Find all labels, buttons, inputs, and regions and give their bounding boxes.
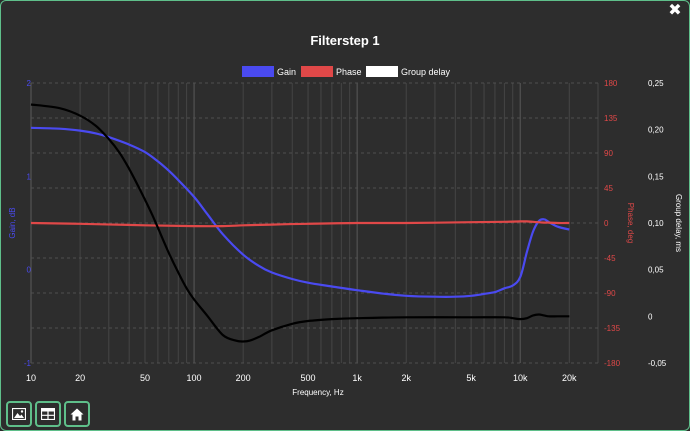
legend-label-phase: Phase (336, 67, 362, 77)
home-icon (70, 408, 84, 420)
phase-tick-label: -90 (604, 289, 616, 298)
delay-tick-label: 0 (648, 312, 653, 321)
delay-tick-label: 0,25 (648, 79, 664, 88)
gain-axis-label: Gain, dB (8, 207, 17, 238)
phase-axis-label: Phase, deg (626, 203, 635, 243)
series-line-gain (30, 126, 570, 298)
home-button[interactable] (64, 401, 90, 427)
image-button[interactable] (6, 401, 32, 427)
toolbar (6, 401, 90, 427)
image-icon (12, 408, 26, 420)
legend-swatch-phase (301, 66, 333, 77)
phase-tick-label: 45 (604, 184, 613, 193)
legend-label-gain: Gain (277, 67, 296, 77)
x-axis-label: Frequency, Hz (292, 388, 343, 397)
table-icon (41, 408, 55, 420)
legend-swatch-group-delay (366, 66, 398, 77)
tick-labels: 10 20 50 100 200 500 1k 2k 5k 10k 20k -1 0 1 2 -180 -135… (24, 79, 667, 383)
x-tick-label: 5k (466, 373, 476, 383)
gain-tick-label: 0 (27, 266, 32, 275)
close-button[interactable]: ✖ (667, 3, 683, 19)
phase-tick-label: 135 (604, 114, 618, 123)
x-tick-label: 100 (187, 373, 202, 383)
delay-axis-label: Group delay, ms (674, 194, 683, 252)
x-tick-label: 20 (75, 373, 85, 383)
phase-tick-label: -180 (604, 359, 621, 368)
table-button[interactable] (35, 401, 61, 427)
legend-item-group-delay[interactable]: Group delay (366, 66, 451, 77)
gain-tick-label: -1 (24, 359, 32, 368)
legend-item-phase[interactable]: Phase (301, 66, 362, 77)
chart-title: Filterstep 1 (310, 33, 379, 48)
legend-label-group-delay: Group delay (401, 67, 451, 77)
phase-tick-label: 90 (604, 149, 613, 158)
delay-tick-label: -0,05 (648, 359, 667, 368)
delay-tick-label: 0,20 (648, 126, 664, 135)
gain-tick-label: 1 (27, 172, 32, 181)
phase-tick-label: -45 (604, 254, 616, 263)
series-lines (30, 103, 570, 343)
x-tick-label: 50 (140, 373, 150, 383)
x-tick-label: 20k (562, 373, 577, 383)
legend-swatch-gain (242, 66, 274, 77)
x-tick-label: 10 (26, 373, 36, 383)
phase-tick-label: -135 (604, 324, 621, 333)
delay-tick-label: 0,05 (648, 266, 664, 275)
gain-tick-label: 2 (27, 79, 32, 88)
series-line-phase (30, 220, 570, 228)
x-tick-label: 2k (401, 373, 411, 383)
close-icon: ✖ (668, 2, 682, 19)
x-tick-label: 200 (236, 373, 251, 383)
legend: Gain Phase Group delay (242, 66, 451, 77)
phase-tick-label: 180 (604, 79, 618, 88)
x-tick-label: 500 (301, 373, 316, 383)
series-line-group-delay (30, 103, 570, 343)
delay-tick-label: 0,10 (648, 219, 664, 228)
delay-tick-label: 0,15 (648, 172, 664, 181)
x-tick-label: 1k (352, 373, 362, 383)
phase-tick-label: 0 (604, 219, 609, 228)
legend-item-gain[interactable]: Gain (242, 66, 296, 77)
x-tick-label: 10k (513, 373, 528, 383)
